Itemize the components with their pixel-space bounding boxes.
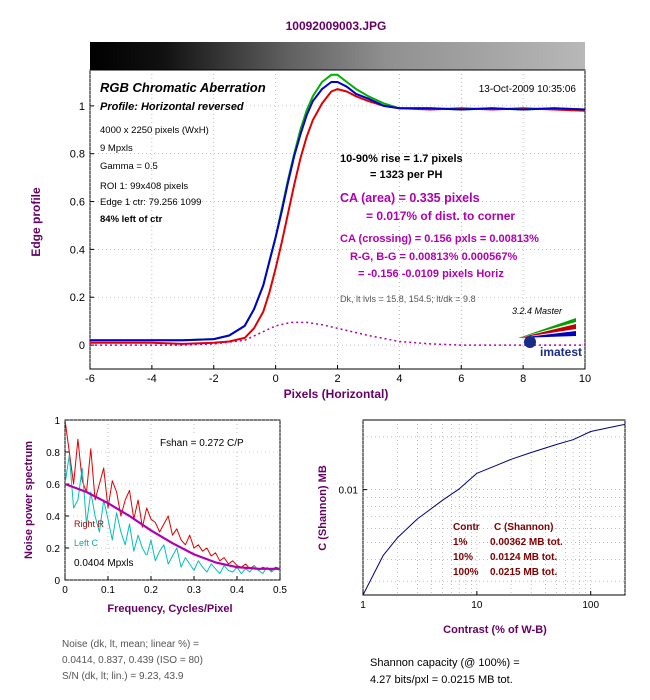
shannon-x-tick-label: 100 xyxy=(582,600,599,611)
noise-series-red-line xyxy=(65,420,280,571)
shannon-x-tick-label: 1 xyxy=(360,600,366,611)
shannon-table-cell: 0.00362 MB tot. xyxy=(490,537,563,548)
noise-ticks: 0 0.1 0.2 0.3 0.4 0.5 0 0.2 0.4 0.6 0.8 1 xyxy=(46,416,287,596)
noise-y-tick-label: 0 xyxy=(54,576,60,587)
noise-y-tick-label: 0.2 xyxy=(46,544,60,555)
edge-y-tick-label: 1 xyxy=(79,101,85,113)
edge-series-magenta-line xyxy=(90,321,585,346)
imatest-logo: imatest xyxy=(518,318,582,359)
noise-x-tick-label: 0.5 xyxy=(273,585,287,596)
edge-gradient-strip xyxy=(90,42,585,70)
shannon-ticks: 1 10 100 0.01 xyxy=(339,486,600,611)
edge-x-tick-label: 8 xyxy=(520,373,526,385)
shannon-table-header-contr: Contr xyxy=(453,522,480,533)
ca-crossing-line-2: R-G, B-G = 0.00813% 0.000567% xyxy=(350,251,517,263)
edge-panel-title: RGB Chromatic Aberration xyxy=(100,80,266,95)
shannon-summary-line-1: Shannon capacity (@ 100%) = xyxy=(370,657,520,669)
edge-x-tick-label: -6 xyxy=(85,373,95,385)
edge-x-tick-label: -2 xyxy=(209,373,219,385)
edge-x-tick-label: 0 xyxy=(273,373,279,385)
edge-ticks: -6 -4 -2 0 2 4 6 8 10 0 0.2 0.4 0.6 0.8 1 xyxy=(70,101,591,385)
edge-panel-subtitle: Profile: Horizontal reversed xyxy=(100,101,244,113)
noise-summary-line-1: Noise (dk, lt, mean; linear %) = xyxy=(62,639,199,650)
ca-crossing-line-1: CA (crossing) = 0.156 pxls = 0.00813% xyxy=(340,233,539,245)
shannon-table-cell: 100% xyxy=(453,567,479,578)
noise-mpxls: 0.0404 Mpxls xyxy=(74,558,133,569)
noise-x-tick-label: 0.2 xyxy=(144,585,158,596)
edge-y-tick-label: 0.8 xyxy=(70,149,85,161)
shannon-table-cell: 0.0215 MB tot. xyxy=(490,567,557,578)
edge-series xyxy=(90,73,585,346)
info-line: Edge 1 ctr: 79.256 1099 xyxy=(100,197,201,208)
fshan-annotation: Fshan = 0.272 C/P xyxy=(160,438,244,449)
rise-line-1: 10-90% rise = 1.7 pixels xyxy=(340,153,463,165)
edge-y-tick-label: 0.2 xyxy=(70,292,85,304)
noise-series xyxy=(65,420,280,575)
shannon-summary-line-2: 4.27 bits/pxl = 0.0215 MB tot. xyxy=(370,674,513,686)
shannon-x-axis-label: Contrast (% of W-B) xyxy=(443,624,547,636)
noise-y-tick-label: 1 xyxy=(54,416,60,427)
edge-grid xyxy=(89,70,586,369)
ca-area-line-1: CA (area) = 0.335 pixels xyxy=(340,191,480,205)
noise-y-axis-label: Noise power spectrum xyxy=(23,441,35,559)
noise-x-tick-label: 0.3 xyxy=(187,585,201,596)
shannon-table-header-c: C (Shannon) xyxy=(494,522,553,533)
shannon-table-cell: 0.0124 MB tot. xyxy=(490,552,557,563)
edge-timestamp: 13-Oct-2009 10:35:06 xyxy=(479,84,577,95)
edge-y-tick-label: 0.4 xyxy=(70,244,85,256)
edge-x-tick-label: -4 xyxy=(147,373,157,385)
noise-x-tick-label: 0 xyxy=(62,585,68,596)
ca-crossing-line-3: = -0.156 -0.0109 pixels Horiz xyxy=(358,268,504,280)
shannon-table-cell: 10% xyxy=(453,552,473,563)
edge-series-blue-line xyxy=(90,81,585,342)
shannon-x-tick-label: 10 xyxy=(471,600,483,611)
file-title: 10092009003.JPG xyxy=(286,19,387,33)
edge-x-tick-label: 4 xyxy=(396,373,402,385)
imatest-brand: imatest xyxy=(540,345,582,359)
fshan-annotation-bg xyxy=(157,434,271,450)
edge-y-axis-label: Edge profile xyxy=(29,187,43,257)
noise-series-cyan-line xyxy=(65,454,280,575)
noise-y-tick-label: 0.6 xyxy=(46,480,60,491)
shannon-y-axis-label: C (Shannon) MB xyxy=(317,465,329,551)
levels-line: Dk, lt lvls = 15.8, 154.5; lt/dk = 9.8 xyxy=(340,294,476,304)
noise-y-tick-label: 0.4 xyxy=(46,512,60,523)
shannon-table-cell: 1% xyxy=(453,537,468,548)
ca-area-line-2: = 0.017% of dist. to corner xyxy=(366,209,515,223)
noise-x-tick-label: 0.4 xyxy=(230,585,244,596)
noise-summary-line-2: 0.0414, 0.837, 0.439 (ISO = 80) xyxy=(62,655,203,666)
shannon-y-tick-label: 0.01 xyxy=(339,486,359,497)
edge-plot-area xyxy=(89,69,586,370)
edge-y-tick-label: 0 xyxy=(79,340,85,352)
info-line: 9 Mpxls xyxy=(100,143,133,154)
info-line: Gamma = 0.5 xyxy=(100,161,158,172)
shannon-series-navy-line xyxy=(363,423,625,595)
noise-series-magenta-line xyxy=(65,482,280,570)
edge-x-tick-label: 10 xyxy=(579,373,591,385)
info-line: 4000 x 2250 pixels (WxH) xyxy=(100,125,209,136)
info-line: ROI 1: 99x408 pixels xyxy=(100,181,188,192)
version-label: 3.2.4 Master xyxy=(512,306,563,316)
rise-line-2: = 1323 per PH xyxy=(370,169,443,181)
edge-x-axis-label: Pixels (Horizontal) xyxy=(284,387,389,401)
mpxls-bg xyxy=(70,555,152,570)
edge-x-tick-label: 6 xyxy=(458,373,464,385)
noise-x-tick-label: 0.1 xyxy=(101,585,115,596)
legend-right-r: Right R xyxy=(74,519,105,529)
noise-y-tick-label: 0.8 xyxy=(46,448,60,459)
noise-x-axis-label: Frequency, Cycles/Pixel xyxy=(107,603,232,615)
legend-left-c: Left C xyxy=(74,538,99,548)
edge-x-tick-label: 2 xyxy=(334,373,340,385)
noise-grid xyxy=(64,419,281,581)
noise-summary-line-3: S/N (dk, lt; lin.) = 9.23, 43.9 xyxy=(62,671,184,682)
shannon-plot-area xyxy=(362,419,626,596)
ctr-note: 84% left of ctr xyxy=(100,214,163,225)
edge-y-tick-label: 0.6 xyxy=(70,197,85,209)
shannon-series xyxy=(363,423,625,595)
